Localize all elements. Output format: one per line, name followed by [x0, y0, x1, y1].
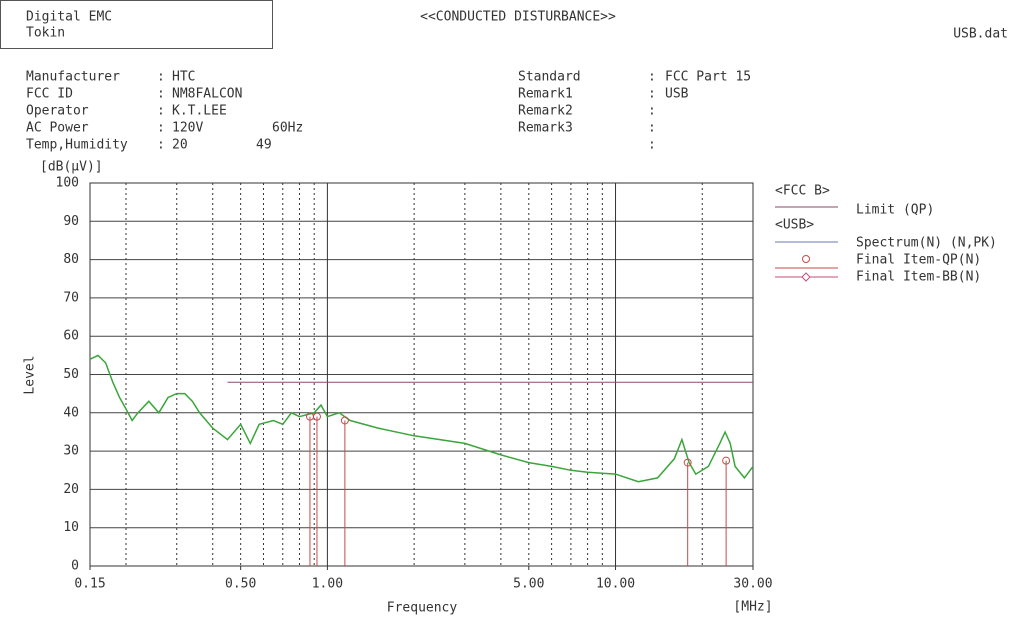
legend-label: Final Item-BB(N): [856, 270, 981, 285]
report-title: <<CONDUCTED DISTURBANCE>>: [420, 10, 616, 25]
company: Digital EMC: [26, 10, 112, 25]
y-label: Level: [23, 355, 38, 394]
y-unit: [dB(μV)]: [40, 160, 103, 175]
qp-marker: [722, 456, 731, 465]
y-tick-label: 50: [63, 367, 79, 382]
site: Tokin: [26, 26, 65, 41]
field-label: Operator: [26, 104, 89, 119]
legend-label: Limit (QP): [856, 203, 934, 218]
y-tick-label: 0: [71, 559, 79, 574]
y-tick-label: 100: [56, 176, 79, 191]
field-colon: :: [648, 121, 656, 136]
x-tick-label: 30.00: [733, 577, 772, 592]
x-label: Frequency: [387, 601, 458, 616]
y-tick-label: 70: [63, 290, 79, 305]
field-label: Standard: [518, 70, 581, 85]
file-name: USB.dat: [953, 27, 1008, 42]
legend-marker: [802, 255, 810, 263]
plot-frame: [89, 182, 754, 567]
field-label: Remark3: [518, 121, 573, 136]
qp-marker: [683, 458, 692, 467]
field-colon: :: [157, 121, 165, 136]
field-colon: :: [648, 87, 656, 102]
x-tick-label: 5.00: [513, 577, 544, 592]
y-tick-label: 40: [63, 405, 79, 420]
legend-group: <USB>: [775, 218, 814, 233]
field-colon: :: [157, 87, 165, 102]
field-extra: 49: [256, 138, 272, 153]
series-line: [89, 354, 754, 483]
field-label: Manufacturer: [26, 70, 120, 85]
field-label: AC Power: [26, 121, 89, 136]
field-label: Temp,Humidity: [26, 138, 128, 153]
y-tick-label: 10: [63, 520, 79, 535]
field-colon: :: [648, 138, 656, 153]
field-colon: :: [648, 104, 656, 119]
field-value: USB: [665, 87, 689, 102]
legend-group: <FCC B>: [775, 184, 830, 199]
field-colon: :: [157, 138, 165, 153]
header-box: [0, 0, 273, 49]
x-tick-label: 0.15: [74, 577, 105, 592]
y-tick-label: 90: [63, 214, 79, 229]
legend-marker: [801, 272, 811, 282]
y-tick-label: 20: [63, 482, 79, 497]
legend-label: Spectrum(N) (N,PK): [856, 236, 997, 251]
field-value: K.T.LEE: [172, 104, 227, 119]
legend-label: Final Item-QP(N): [856, 253, 981, 268]
field-colon: :: [157, 70, 165, 85]
field-label: Remark1: [518, 87, 573, 102]
field-value: FCC Part 15: [665, 70, 751, 85]
field-value: 20: [172, 138, 188, 153]
field-value: 120V: [172, 121, 203, 136]
qp-marker: [340, 416, 349, 425]
field-extra: 60Hz: [272, 121, 303, 136]
x-unit: [MHz]: [733, 600, 772, 615]
y-tick-label: 80: [63, 252, 79, 267]
x-tick-label: 0.50: [225, 577, 256, 592]
qp-marker: [312, 412, 321, 421]
field-colon: :: [157, 104, 165, 119]
x-tick-label: 10.00: [596, 577, 635, 592]
y-tick-label: 60: [63, 329, 79, 344]
field-value: HTC: [172, 70, 195, 85]
field-colon: :: [648, 70, 656, 85]
field-label: FCC ID: [26, 87, 73, 102]
field-value: NM8FALCON: [172, 87, 242, 102]
field-label: Remark2: [518, 104, 573, 119]
y-tick-label: 30: [63, 444, 79, 459]
x-tick-label: 1.00: [312, 577, 343, 592]
